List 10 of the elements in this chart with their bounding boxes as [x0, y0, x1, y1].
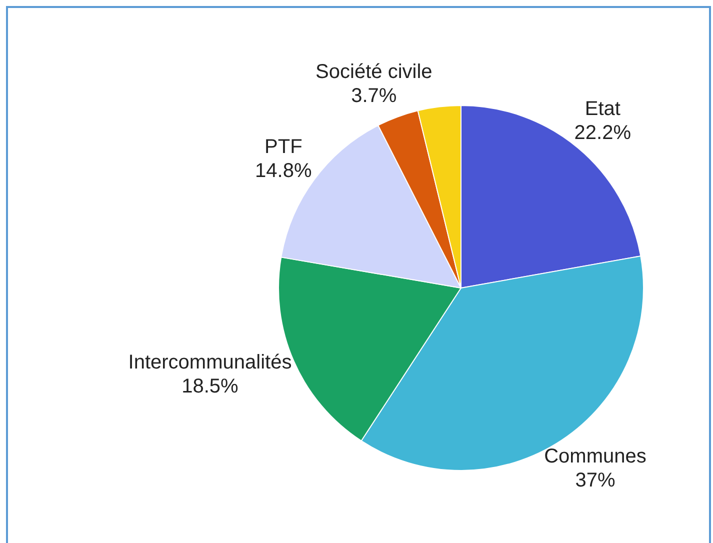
slice-label: Etat [584, 98, 621, 120]
slice-label: Intercommunalités [128, 351, 292, 374]
data-label: 37% [575, 470, 616, 492]
slice-label: Société civile [316, 60, 432, 83]
data-label: 3.7% [351, 84, 397, 107]
slice-label: PTF [264, 136, 302, 158]
slice-label: Communes [544, 446, 646, 468]
data-label: 18.5% [182, 375, 239, 398]
data-label: 22.2% [574, 122, 632, 144]
data-label: 14.8% [255, 160, 312, 182]
